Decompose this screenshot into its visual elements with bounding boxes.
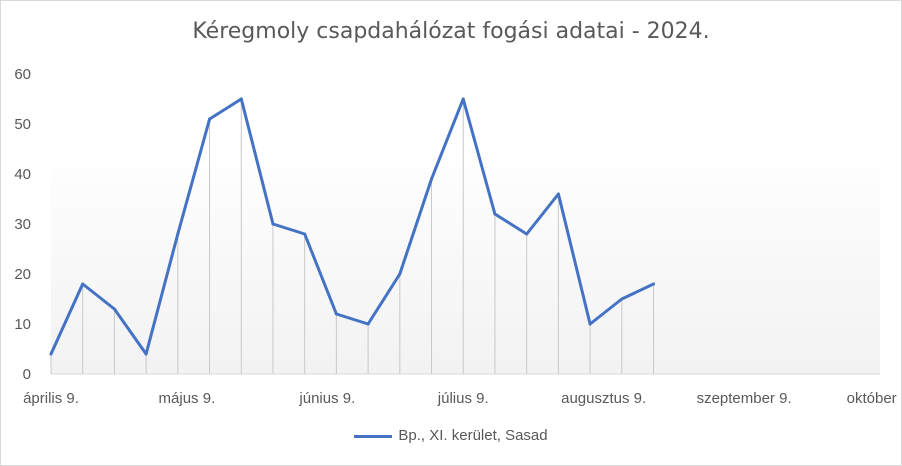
x-tick-label: június 9. <box>298 390 355 407</box>
data-point <box>81 282 85 286</box>
data-point <box>144 352 148 356</box>
data-point <box>366 322 370 326</box>
x-tick-label: október 9. <box>847 390 901 407</box>
data-point <box>430 177 434 181</box>
y-tick-label: 40 <box>14 166 31 183</box>
data-point <box>620 297 624 301</box>
data-point <box>556 192 560 196</box>
data-point <box>398 272 402 276</box>
data-point <box>303 232 307 236</box>
data-point <box>493 212 497 216</box>
x-tick-label: augusztus 9. <box>561 390 646 407</box>
data-point <box>49 352 53 356</box>
data-point <box>208 117 212 121</box>
chart-title: Kéregmoly csapdahálózat fogási adatai - … <box>192 19 710 44</box>
data-point <box>271 222 275 226</box>
legend-swatch <box>354 434 393 438</box>
data-point <box>525 232 529 236</box>
data-point <box>176 232 180 236</box>
x-tick-label: április 9. <box>23 390 79 407</box>
y-tick-label: 10 <box>14 316 31 333</box>
x-tick-label: július 9. <box>437 390 489 407</box>
series-line <box>49 97 655 356</box>
legend-label: Bp., XI. kerület, Sasad <box>398 427 548 444</box>
data-point <box>651 282 655 286</box>
y-tick-label: 20 <box>14 266 31 283</box>
data-point <box>112 307 116 311</box>
data-point <box>334 312 338 316</box>
x-tick-label: szeptember 9. <box>697 390 792 407</box>
data-point <box>588 322 592 326</box>
y-tick-label: 50 <box>14 116 31 133</box>
y-tick-label: 30 <box>14 216 31 233</box>
data-point <box>461 97 465 101</box>
x-tick-label: május 9. <box>159 390 216 407</box>
y-tick-label: 0 <box>23 366 31 383</box>
legend: Bp., XI. kerület, Sasad <box>1 427 901 444</box>
data-point <box>239 97 243 101</box>
plot-area-background <box>51 144 880 374</box>
y-tick-label: 60 <box>14 66 31 83</box>
